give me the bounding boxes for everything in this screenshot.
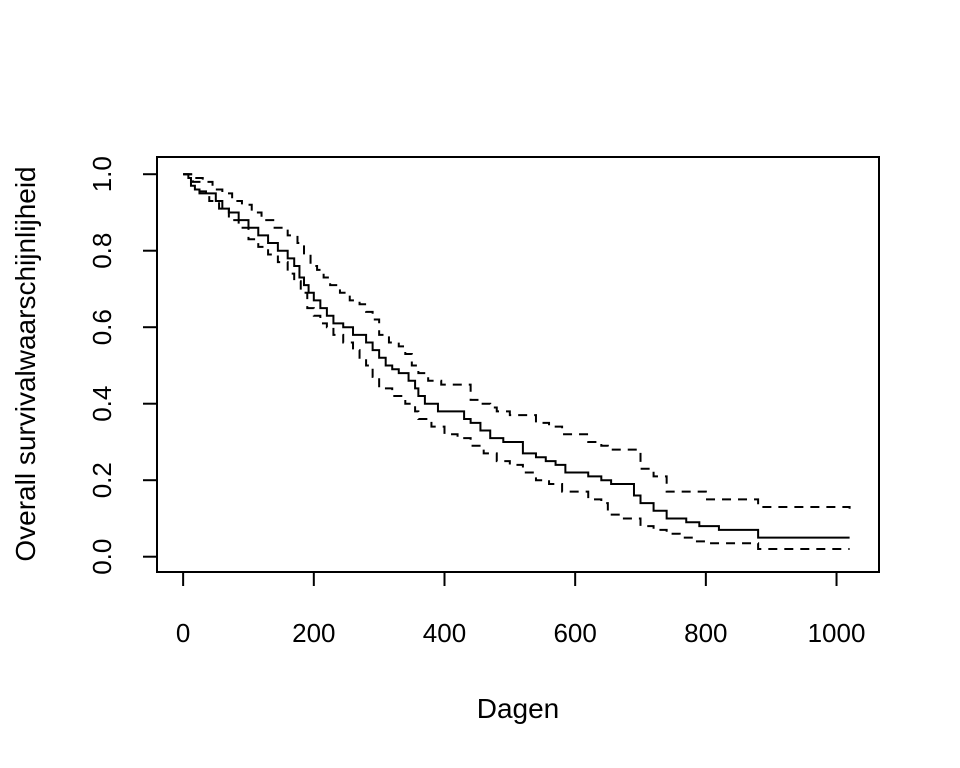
y-axis-title: Overall survivalwaarschijnlijheid bbox=[10, 166, 41, 561]
y-tick-label: 1.0 bbox=[87, 156, 117, 192]
lower-confidence-band bbox=[183, 173, 850, 551]
upper-confidence-band bbox=[183, 173, 851, 511]
y-axis: 0.0 0.2 0.4 0.6 0.8 1.0 bbox=[87, 156, 158, 575]
x-axis-title: Dagen bbox=[477, 693, 560, 724]
x-axis: 0 200 400 600 800 1000 bbox=[176, 571, 866, 648]
x-tick-label: 400 bbox=[423, 618, 466, 648]
y-tick-label: 0.4 bbox=[87, 386, 117, 422]
x-tick-label: 200 bbox=[292, 618, 335, 648]
series-layer bbox=[183, 173, 851, 551]
y-tick-label: 0.2 bbox=[87, 462, 117, 498]
x-tick-label: 600 bbox=[553, 618, 596, 648]
x-tick-label: 800 bbox=[684, 618, 727, 648]
y-tick-label: 0.8 bbox=[87, 233, 117, 269]
y-tick-label: 0.0 bbox=[87, 539, 117, 575]
survival-curve bbox=[183, 173, 850, 539]
y-tick-label: 0.6 bbox=[87, 309, 117, 345]
x-tick-label: 0 bbox=[176, 618, 190, 648]
x-tick-label: 1000 bbox=[808, 618, 866, 648]
